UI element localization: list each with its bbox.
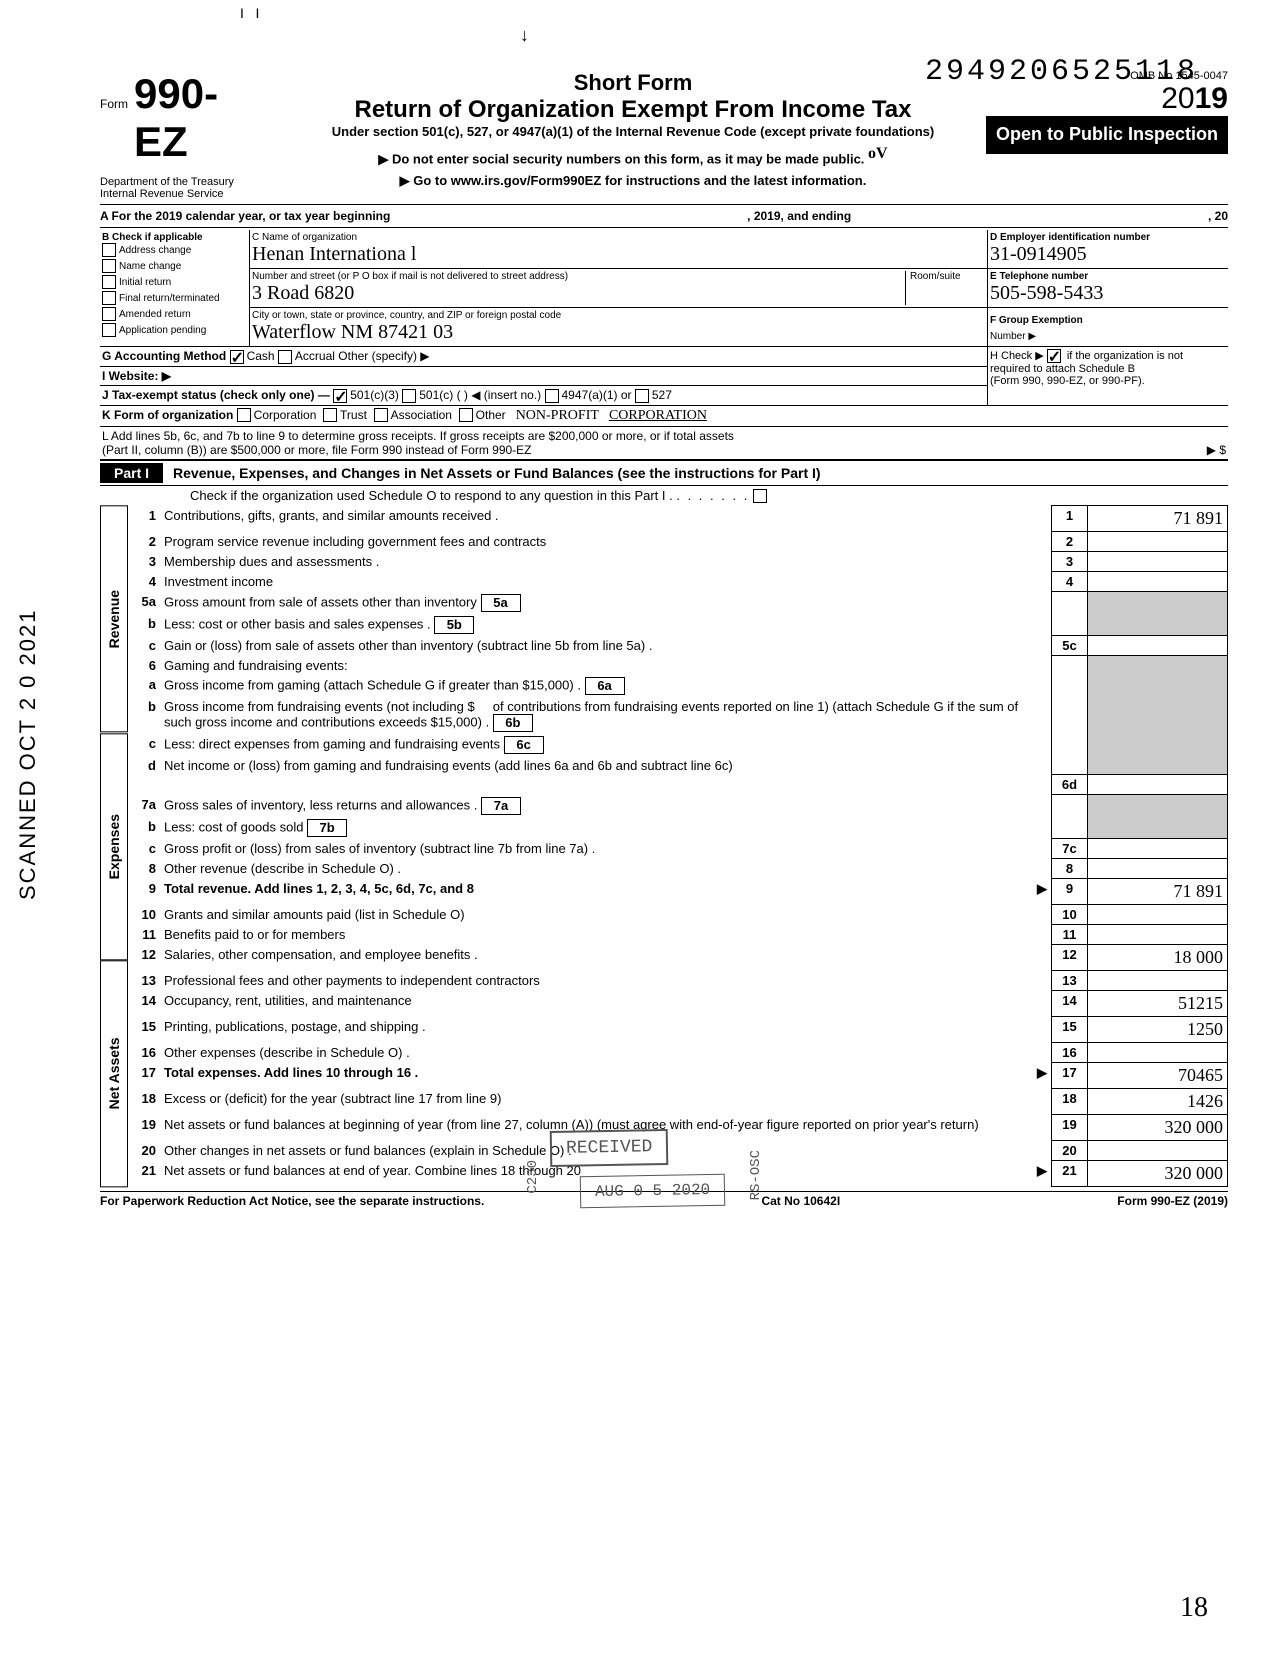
label-room: Room/suite <box>910 271 985 282</box>
stamp-received: RECEIVED <box>550 1129 669 1167</box>
check-address-change[interactable]: Address change <box>102 243 247 259</box>
label-group-exempt: F Group Exemption <box>990 315 1083 326</box>
stamp-number: 2949206525118 <box>925 55 1198 89</box>
side-revenue: Revenue <box>100 505 128 732</box>
part1-check-line: Check if the organization used Schedule … <box>190 488 673 503</box>
dept-treasury: Department of the Treasury Internal Reve… <box>100 176 280 200</box>
lines-table: 1Contributions, gifts, grants, and simil… <box>128 505 1228 1187</box>
check-other[interactable] <box>459 408 473 422</box>
short-form-title: Short Form <box>280 70 986 96</box>
section-b-title: B Check if applicable <box>102 232 247 243</box>
footer-mid: Cat No 10642I <box>761 1194 840 1208</box>
check-4947[interactable] <box>545 389 559 403</box>
subtitle: Under section 501(c), 527, or 4947(a)(1)… <box>280 124 986 139</box>
org-street: 3 Road 6820 <box>252 282 905 305</box>
label-phone: E Telephone number <box>990 271 1226 282</box>
k-handwritten: NON-PROFIT <box>516 408 599 423</box>
ein-value: 31-0914905 <box>990 243 1226 266</box>
label-ein: D Employer identification number <box>990 232 1226 243</box>
section-a: A For the 2019 calendar year, or tax yea… <box>100 209 390 223</box>
section-l-2: (Part II, column (B)) are $500,000 or mo… <box>102 443 532 457</box>
section-g-label: G Accounting Method <box>102 349 226 363</box>
instr-ssn: ▶ Do not enter social security numbers o… <box>280 145 986 167</box>
label-city: City or town, state or province, country… <box>252 310 985 321</box>
check-name-change[interactable]: Name change <box>102 259 247 275</box>
label-org-name: C Name of organization <box>252 232 985 243</box>
open-public-badge: Open to Public Inspection <box>986 116 1228 154</box>
phone-value: 505-598-5433 <box>990 282 1226 305</box>
part1-label: Part I <box>100 463 163 483</box>
page-number: 18 <box>1180 1592 1208 1624</box>
check-schedule-b[interactable] <box>1047 349 1061 363</box>
main-title: Return of Organization Exempt From Incom… <box>280 96 986 124</box>
stamp-rsosc: RS-OSC <box>748 1150 764 1200</box>
check-cash[interactable] <box>230 350 244 364</box>
check-corporation[interactable] <box>237 408 251 422</box>
section-i-label: I Website: ▶ <box>102 369 171 383</box>
check-initial-return[interactable]: Initial return <box>102 275 247 291</box>
section-l-1: L Add lines 5b, 6c, and 7b to line 9 to … <box>102 429 734 443</box>
check-application-pending[interactable]: Application pending <box>102 323 247 339</box>
check-527[interactable] <box>635 389 649 403</box>
section-h-1: H Check ▶ <box>990 350 1044 362</box>
instr-web: ▶ Go to www.irs.gov/Form990EZ for instru… <box>280 173 986 189</box>
k-handwritten2: CORPORATION <box>609 408 707 423</box>
side-expenses: Expenses <box>100 733 128 960</box>
form-number: Form 990-EZ <box>100 70 250 166</box>
part1-title: Revenue, Expenses, and Changes in Net As… <box>173 465 821 481</box>
side-netassets: Net Assets <box>100 960 128 1187</box>
check-schedule-o[interactable] <box>753 489 767 503</box>
check-amended-return[interactable]: Amended return <box>102 307 247 323</box>
footer-right: Form 990-EZ (2019) <box>1117 1194 1228 1208</box>
check-501c[interactable] <box>402 389 416 403</box>
stamp-date: AUG 0 5 2020 <box>580 1174 726 1209</box>
check-association[interactable] <box>374 408 388 422</box>
stamp-c230: C230 <box>525 1160 541 1194</box>
section-l-arrow: ▶ $ <box>1207 443 1226 457</box>
section-k-label: K Form of organization <box>102 408 233 422</box>
org-city: Waterflow NM 87421 03 <box>252 321 985 344</box>
check-501c3[interactable] <box>333 389 347 403</box>
footer-left: For Paperwork Reduction Act Notice, see … <box>100 1194 484 1208</box>
check-final-return[interactable]: Final return/terminated <box>102 291 247 307</box>
label-street: Number and street (or P O box if mail is… <box>252 271 905 282</box>
org-name: Henan Internationa l <box>252 243 985 266</box>
check-accrual[interactable] <box>278 350 292 364</box>
section-j-label: J Tax-exempt status (check only one) — <box>102 388 330 402</box>
check-trust[interactable] <box>323 408 337 422</box>
